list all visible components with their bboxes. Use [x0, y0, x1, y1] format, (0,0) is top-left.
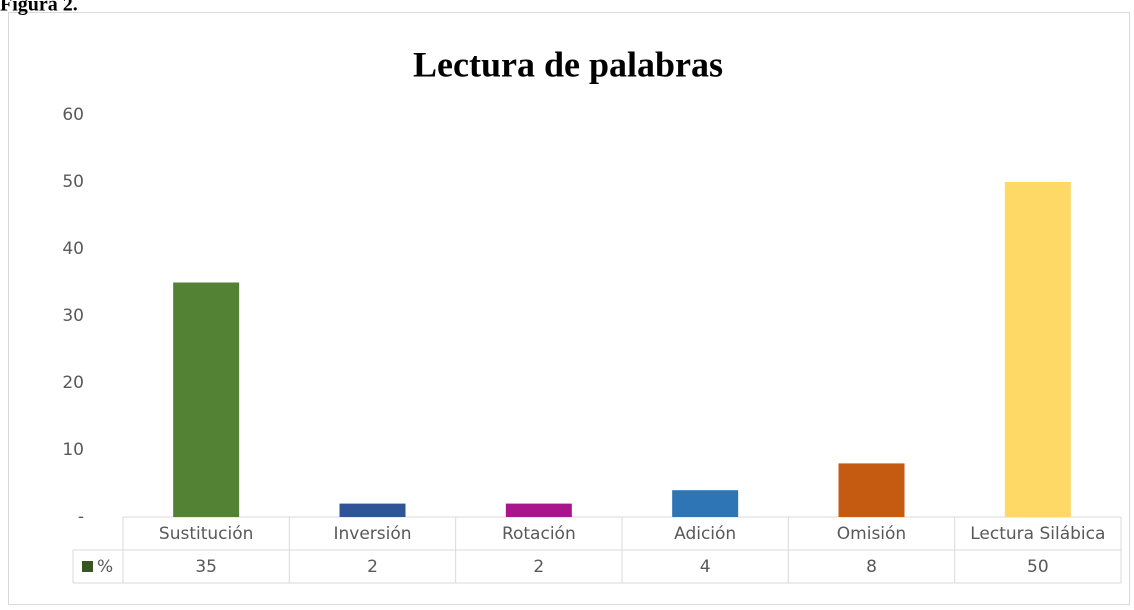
table-value: 4: [700, 557, 711, 577]
y-tick-label: 60: [62, 105, 84, 125]
x-tick-label: Adición: [674, 524, 736, 544]
table-value: 8: [866, 557, 877, 577]
legend-label: %: [97, 557, 113, 577]
caption: Figura 2.: [0, 0, 78, 16]
bar: [339, 503, 406, 517]
table-value: 2: [367, 557, 378, 577]
table-value: 50: [1027, 557, 1049, 577]
bar: [173, 282, 240, 517]
x-tick-label: Omisión: [837, 524, 906, 544]
bar: [672, 490, 739, 517]
table-value: 35: [195, 557, 217, 577]
table-value: 2: [533, 557, 544, 577]
y-tick-label: 50: [62, 172, 84, 192]
bar: [838, 463, 905, 517]
y-tick-label: 40: [62, 239, 84, 259]
y-tick-label: 20: [62, 373, 84, 393]
bar: [505, 503, 572, 517]
x-tick-label: Rotación: [502, 524, 576, 544]
x-tick-label: Lectura Silábica: [970, 524, 1105, 544]
y-tick-label: -: [78, 507, 84, 527]
x-tick-label: Sustitución: [159, 524, 254, 544]
y-tick-label: 10: [62, 440, 84, 460]
legend-key: [82, 561, 93, 572]
chart-title: Lectura de palabras: [413, 44, 723, 84]
x-tick-label: Inversión: [333, 524, 411, 544]
y-tick-label: 30: [62, 306, 84, 326]
bar: [1004, 182, 1071, 517]
